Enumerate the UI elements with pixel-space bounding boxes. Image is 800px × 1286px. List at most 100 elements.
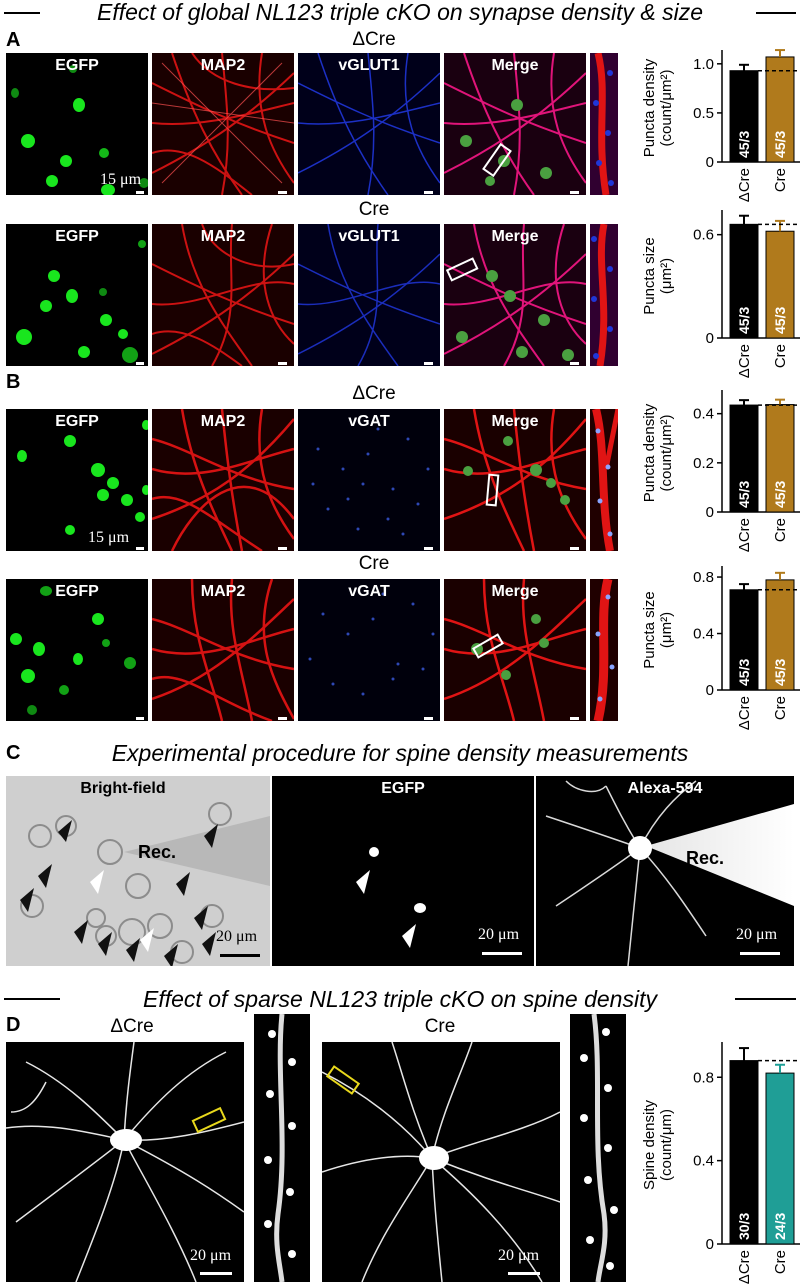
panel-b-dcre-egfp-image: EGFP 15 μm (6, 409, 148, 551)
egfp-cells (356, 847, 426, 948)
panel-b-condition-dcre: ΔCre (352, 383, 396, 404)
alexa-neuron (545, 780, 794, 966)
panel-b-condition-cre: Cre (358, 553, 390, 574)
panel-a-dcre-egfp-image: EGFP 15 μm (6, 53, 148, 195)
panel-d-dcre-zoom-image (254, 1014, 310, 1282)
label-map2: MAP2 (200, 57, 246, 74)
panel-a-dcre-merge-image: Merge (444, 53, 586, 195)
panel-a-cre-merge-image: Merge (444, 224, 586, 366)
scale-label: 20 μm (190, 1247, 232, 1264)
egfp-cells (11, 65, 148, 195)
title-rule-left (4, 998, 60, 1000)
merge-overlay (444, 409, 586, 551)
scale-bar (136, 362, 144, 365)
scale-bar (424, 191, 433, 194)
merge-overlay (444, 579, 586, 721)
scale-bar (508, 1272, 540, 1275)
map2-dendrites (152, 579, 294, 721)
panel-b-dcre-map2-image: MAP2 (152, 409, 294, 551)
zoom-dendrite (593, 579, 615, 721)
panel-b-dcre-merge-image: Merge (444, 409, 586, 551)
label-map2: MAP2 (200, 583, 246, 600)
label-alexa-594: Alexa-594 (627, 780, 703, 797)
bar (729, 1060, 759, 1245)
label-egfp: EGFP (55, 583, 99, 600)
y-tick-label: 0.6 (693, 227, 714, 244)
panel-letter-d: D (6, 1014, 21, 1036)
zoom-dendrite (592, 409, 618, 551)
scale-bar (424, 717, 433, 720)
scale-bar (570, 191, 579, 194)
title-rule-right (756, 12, 796, 14)
vglut1-puncta (298, 53, 440, 195)
panel-b-cre-zoom-image (590, 579, 618, 721)
n-label: 45/3 (736, 659, 752, 686)
y-axis-label: Puncta size(μm²) (641, 237, 675, 315)
label-vglut1: vGLUT1 (338, 228, 400, 245)
panel-c-alexa594-image: Alexa-594 Rec. 20 μm (536, 776, 794, 966)
panel-d-condition-cre: Cre (424, 1016, 456, 1037)
panel-b-dcre-zoom-image (590, 409, 618, 551)
y-tick-label: 0.5 (693, 105, 714, 122)
neuron-dendrites (6, 1042, 244, 1282)
panel-c-brightfield-image: Bright-field Rec. 20 μm (6, 776, 270, 966)
arrowhead (402, 924, 416, 948)
scale-bar (424, 362, 433, 365)
panel-a-dcre-vglut1-image: vGLUT1 (298, 53, 440, 195)
y-axis-label: Puncta density(count/μm²) (641, 58, 675, 157)
panel-c-title: Experimental procedure for spine density… (111, 740, 689, 766)
y-tick-label: 0.8 (693, 1069, 714, 1086)
panel-d-dcre-neuron-image: 20 μm (6, 1042, 244, 1282)
merge-overlay (444, 53, 586, 195)
panel-b-cre-egfp-image: EGFP (6, 579, 148, 721)
brightfield-cells (20, 802, 270, 966)
panel-d-cre-neuron-image: 20 μm (322, 1042, 560, 1282)
n-label: 30/3 (736, 1213, 752, 1240)
scale-bar (740, 952, 780, 955)
egfp-cells (16, 240, 146, 363)
label-merge: Merge (491, 583, 539, 600)
scale-label: 20 μm (478, 926, 520, 943)
y-tick-label: 0.2 (693, 455, 714, 472)
x-tick-label: Cre (772, 696, 789, 720)
panel-d-cre-zoom-image (570, 1014, 626, 1282)
scale-bar (278, 717, 287, 720)
scale-label: 15 μm (88, 529, 130, 546)
panel-a-condition-dcre: ΔCre (352, 29, 396, 50)
scale-bar (136, 717, 144, 720)
scale-bar (482, 952, 522, 955)
scale-bar (278, 191, 287, 194)
bar (765, 579, 795, 691)
x-tick-label: ΔCre (736, 1250, 753, 1284)
n-label: 45/3 (772, 131, 788, 158)
label-merge: Merge (491, 228, 539, 245)
zoom-dendrite (591, 224, 613, 366)
rec-label: Rec. (138, 842, 177, 862)
panel-b-cre-merge-image: Merge (444, 579, 586, 721)
chart-d-spine-density: Spine density(count/μm) 0 0.4 0.8 30/3 ΔCre 24… (641, 1042, 800, 1284)
label-vglut1: vGLUT1 (338, 57, 400, 74)
label-merge: Merge (491, 413, 539, 430)
scale-bar (570, 362, 579, 365)
scale-label: 20 μm (736, 926, 778, 943)
n-label: 45/3 (736, 481, 752, 508)
scale-label: 20 μm (216, 928, 258, 945)
egfp-cells (17, 420, 148, 535)
arrowhead (356, 870, 370, 894)
scale-label: 20 μm (498, 1247, 540, 1264)
bar (729, 223, 759, 339)
scale-bar (136, 547, 144, 550)
x-tick-label: Cre (772, 1250, 789, 1274)
y-tick-label: 0 (706, 154, 714, 171)
panel-a-cre-egfp-image: EGFP (6, 224, 148, 366)
label-map2: MAP2 (200, 228, 246, 245)
x-tick-label: Cre (772, 168, 789, 192)
label-map2: MAP2 (200, 413, 246, 430)
zoom-dendrite (580, 1014, 618, 1282)
label-egfp: EGFP (55, 228, 99, 245)
y-tick-label: 0.4 (693, 406, 714, 423)
x-tick-label: ΔCre (736, 518, 753, 552)
label-egfp: EGFP (55, 57, 99, 74)
y-axis-label: Spine density(count/μm) (641, 1099, 675, 1190)
x-tick-label: ΔCre (736, 696, 753, 730)
